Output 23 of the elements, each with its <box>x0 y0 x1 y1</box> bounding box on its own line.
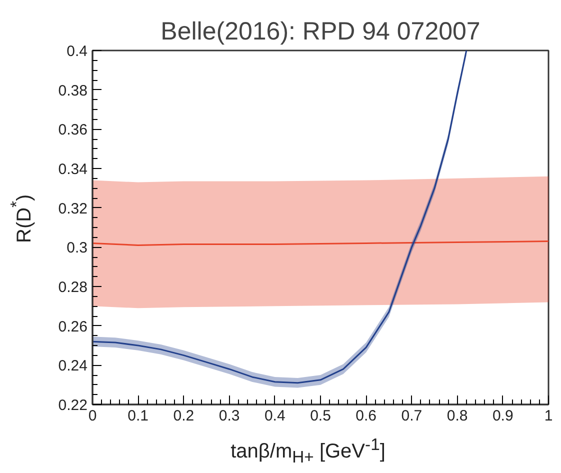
x-axis-title: tanβ/m$_{H+}$ [GeV$^{-1}$] <box>230 434 386 469</box>
chart-title: Belle(2016): RPD 94 072007 <box>160 18 480 46</box>
y-tick-label: 0.38 <box>58 82 88 100</box>
x-tick-label: 0.5 <box>310 408 331 424</box>
y-tick-label: 0.28 <box>58 279 88 296</box>
y-tick-label: 0.26 <box>58 318 88 336</box>
x-tick-label: 0.3 <box>218 408 240 424</box>
x-tick-label: 0.1 <box>128 408 149 424</box>
y-tick-label: 0.36 <box>58 122 88 139</box>
x-tick-label: 0.4 <box>264 408 286 424</box>
x-tick-label: 0.8 <box>446 408 468 424</box>
x-tick-label: 0 <box>88 408 97 424</box>
y-tick-label: 0.22 <box>58 397 88 414</box>
y-tick-label: 0.3 <box>66 240 88 257</box>
x-tick-label: 0.7 <box>401 408 422 424</box>
y-tick-label: 0.34 <box>58 161 88 178</box>
y-tick-label: 0.4 <box>66 43 88 60</box>
x-tick-label: 0.9 <box>492 408 514 424</box>
x-tick-label: 0.2 <box>173 408 194 424</box>
x-tick-label: 1 <box>544 408 553 424</box>
y-tick-label: 0.32 <box>58 200 88 218</box>
x-tick-label: 0.6 <box>356 408 377 424</box>
y-tick-label: 0.24 <box>58 358 88 375</box>
